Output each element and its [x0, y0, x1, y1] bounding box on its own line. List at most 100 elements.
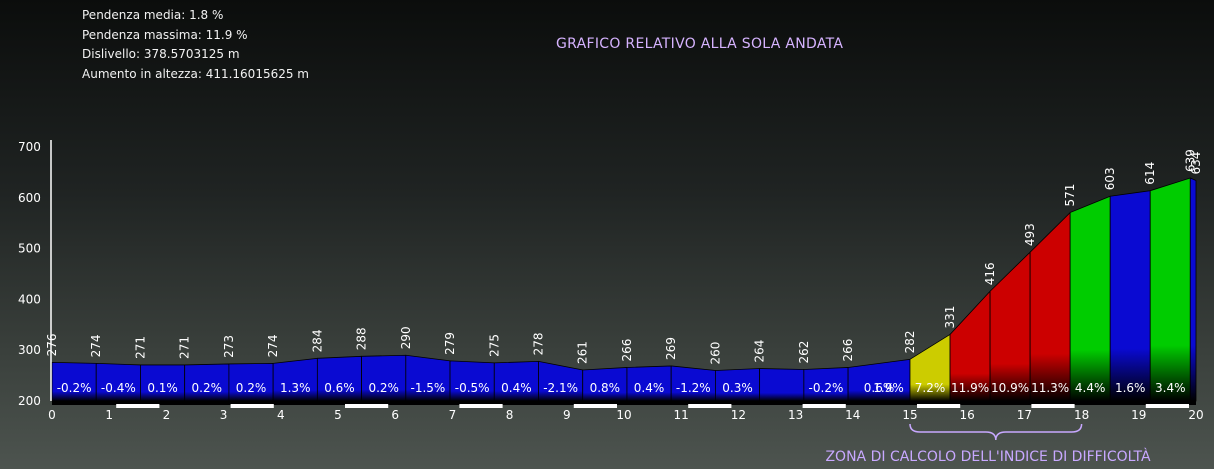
km-bar: [1031, 404, 1075, 408]
climb-segment: [1189, 177, 1197, 402]
elevation-label: 290: [399, 326, 413, 349]
x-tick-label: 14: [845, 408, 860, 422]
elevation-label: 264: [753, 340, 767, 363]
climb-segment: [1109, 190, 1151, 402]
x-tick-label: 20: [1188, 408, 1203, 422]
x-tick-label: 7: [449, 408, 457, 422]
grade-label: -0.2%: [57, 381, 92, 395]
x-tick-label: 17: [1017, 408, 1032, 422]
elevation-label: 271: [133, 336, 147, 359]
grade-label: 11.9%: [951, 381, 989, 395]
elevation-label: 273: [222, 335, 236, 358]
stats-panel: Pendenza media: 1.8 % Pendenza massima: …: [82, 6, 309, 84]
y-tick-label: 200: [18, 394, 41, 408]
elevation-label: 279: [443, 332, 457, 355]
elevation-label: 278: [531, 332, 545, 355]
elevation-label: 266: [620, 339, 634, 362]
grade-label: -1.5%: [411, 381, 446, 395]
x-tick-label: 6: [391, 408, 399, 422]
x-tick-label: 3: [220, 408, 228, 422]
grade-label: 3.4%: [1155, 381, 1186, 395]
km-bar: [1145, 404, 1189, 408]
y-tick-label: 300: [18, 343, 41, 357]
avg-grade-text: Pendenza media: 1.8 %: [82, 8, 224, 22]
x-tick-label: 12: [731, 408, 746, 422]
elevation-label: 416: [983, 262, 997, 285]
km-bar: [917, 404, 961, 408]
elevation-label: 271: [178, 336, 192, 359]
grade-label: -0.5%: [455, 381, 490, 395]
x-tick-label: 10: [616, 408, 631, 422]
x-tick-label: 18: [1074, 408, 1089, 422]
climb-segment: [1149, 177, 1191, 402]
grade-label: 11.3%: [1031, 381, 1069, 395]
elevation-label: 276: [45, 333, 59, 356]
grade-label: -0.4%: [101, 381, 136, 395]
elevation-gain-text: Aumento in altezza: 411.16015625 m: [82, 66, 309, 81]
x-tick-label: 19: [1131, 408, 1146, 422]
elevation-label: 639: [1183, 149, 1197, 172]
elevation-label: 274: [266, 335, 280, 358]
x-tick-label: 0: [48, 408, 56, 422]
x-tick-label: 13: [788, 408, 803, 422]
profile-segment: [759, 368, 805, 402]
km-bar: [688, 404, 732, 408]
grade-label: 0.3%: [722, 381, 753, 395]
grade-label: -0.2%: [809, 381, 844, 395]
y-tick-label: 700: [18, 140, 41, 154]
chart-title: GRAFICO RELATIVO ALLA SOLA ANDATA: [556, 36, 844, 52]
elevation-label: 269: [664, 337, 678, 360]
km-bar: [345, 404, 389, 408]
km-bar: [116, 404, 160, 408]
elevation-label: 331: [943, 306, 957, 329]
grade-label: 1.6%: [1115, 381, 1146, 395]
grade-label: 1.3%: [280, 381, 311, 395]
grade-label: 0.1%: [147, 381, 178, 395]
elevation-label: 614: [1143, 162, 1157, 185]
grade-label: 4.4%: [1075, 381, 1106, 395]
grade-label: 0.6%: [324, 381, 355, 395]
grade-label: 0.4%: [501, 381, 532, 395]
km-bar: [459, 404, 503, 408]
grade-label: 0.6%: [864, 381, 895, 395]
x-tick-label: 4: [277, 408, 285, 422]
x-axis: [52, 401, 1196, 405]
x-tick-label: 8: [506, 408, 514, 422]
x-tick-label: 15: [902, 408, 917, 422]
max-grade-text: Pendenza massima: 11.9 %: [82, 27, 248, 42]
elevation-label: 261: [576, 341, 590, 364]
elevation-label: 282: [903, 330, 917, 353]
grade-label: 0.2%: [192, 381, 223, 395]
grade-label: 0.2%: [236, 381, 267, 395]
elevation-label: 603: [1103, 167, 1117, 190]
elevation-diff-text: Dislivello: 378.5703125 m: [82, 47, 240, 61]
km-bar: [230, 404, 274, 408]
y-tick-label: 500: [18, 242, 41, 256]
grade-label: -2.1%: [543, 381, 578, 395]
grade-label: 0.8%: [590, 381, 621, 395]
y-tick-label: 400: [18, 292, 41, 306]
elevation-label: 493: [1023, 223, 1037, 246]
elevation-label: 288: [355, 327, 369, 350]
difficulty-zone-brace: [909, 423, 1083, 441]
elevation-label: 260: [708, 342, 722, 365]
elevation-label: 284: [310, 329, 324, 352]
x-tick-label: 16: [960, 408, 975, 422]
elevation-label: 262: [797, 341, 811, 364]
x-tick-label: 2: [163, 408, 171, 422]
grade-label: -1.2%: [676, 381, 711, 395]
x-tick-label: 11: [674, 408, 689, 422]
grade-label: 0.2%: [368, 381, 399, 395]
x-tick-label: 1: [105, 408, 113, 422]
climb-segment: [1069, 195, 1111, 402]
grade-label: 0.4%: [634, 381, 665, 395]
x-tick-label: 5: [334, 408, 342, 422]
km-bar: [573, 404, 617, 408]
x-tick-label: 9: [563, 408, 571, 422]
elevation-label: 275: [487, 334, 501, 357]
elevation-label: 274: [89, 335, 103, 358]
elevation-label: 571: [1063, 184, 1077, 207]
grade-label: 1.9%: [873, 381, 904, 395]
grade-label: 10.9%: [991, 381, 1029, 395]
